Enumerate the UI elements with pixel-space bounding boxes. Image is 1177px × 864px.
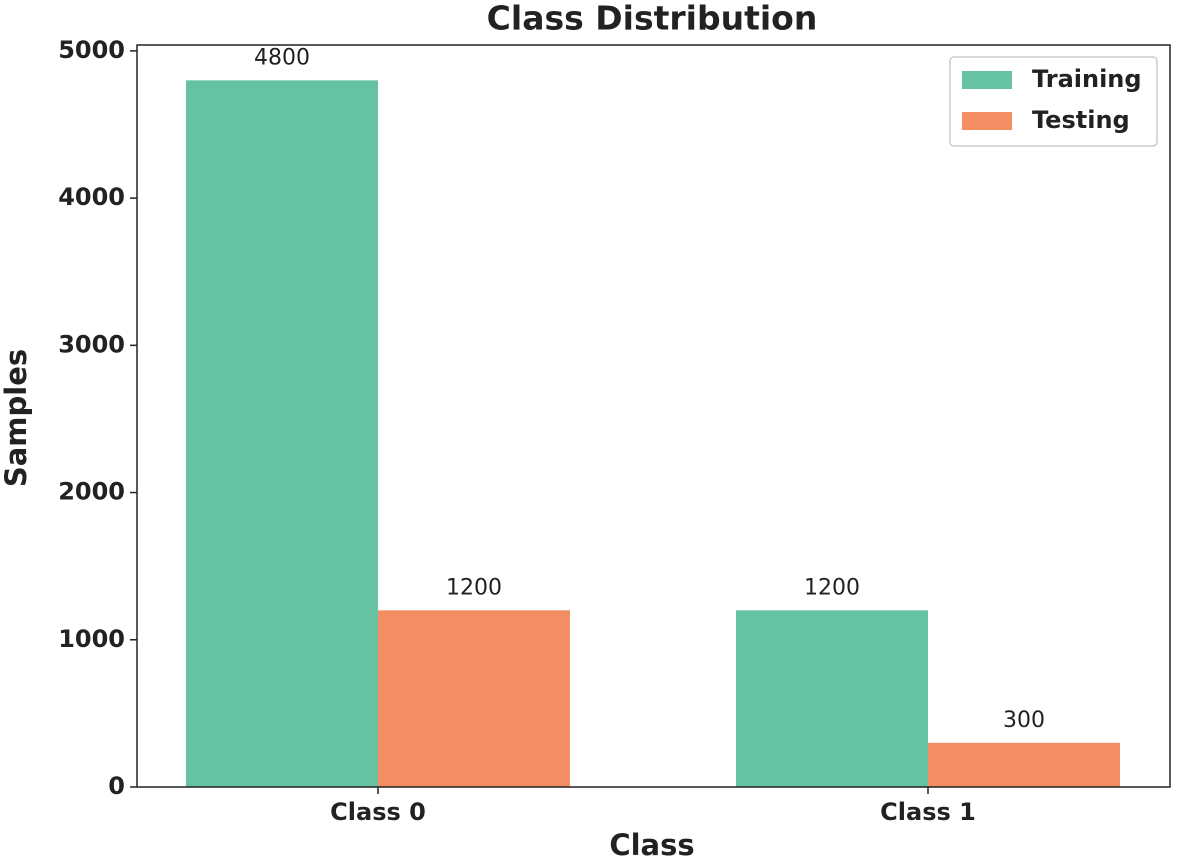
legend-swatch [962,71,1012,89]
plot-frame [136,44,1171,788]
chart-title: Class Distribution [487,0,818,38]
y-tick-label: 2000 [58,478,125,506]
x-tick-label: Class 1 [880,798,976,826]
x-tick-label: Class 0 [330,798,426,826]
x-axis-label: Class [609,828,694,862]
value-label: 1200 [446,575,502,600]
y-tick-label: 1000 [58,625,125,653]
y-tick-label: 3000 [58,330,125,358]
y-tick-label: 4000 [58,183,125,211]
value-label: 1200 [804,575,860,600]
bar [736,610,928,787]
y-axis-label: Samples [0,349,33,487]
legend-swatch [962,112,1012,130]
bar [928,742,1120,787]
legend-label: Testing [1032,106,1130,134]
legend-label: Training [1032,65,1142,93]
y-tick-label: 5000 [58,36,125,64]
value-label: 300 [1003,708,1045,733]
y-tick-label: 0 [108,772,125,800]
value-label: 4800 [254,45,310,70]
bar [378,610,570,787]
bar [186,80,378,788]
